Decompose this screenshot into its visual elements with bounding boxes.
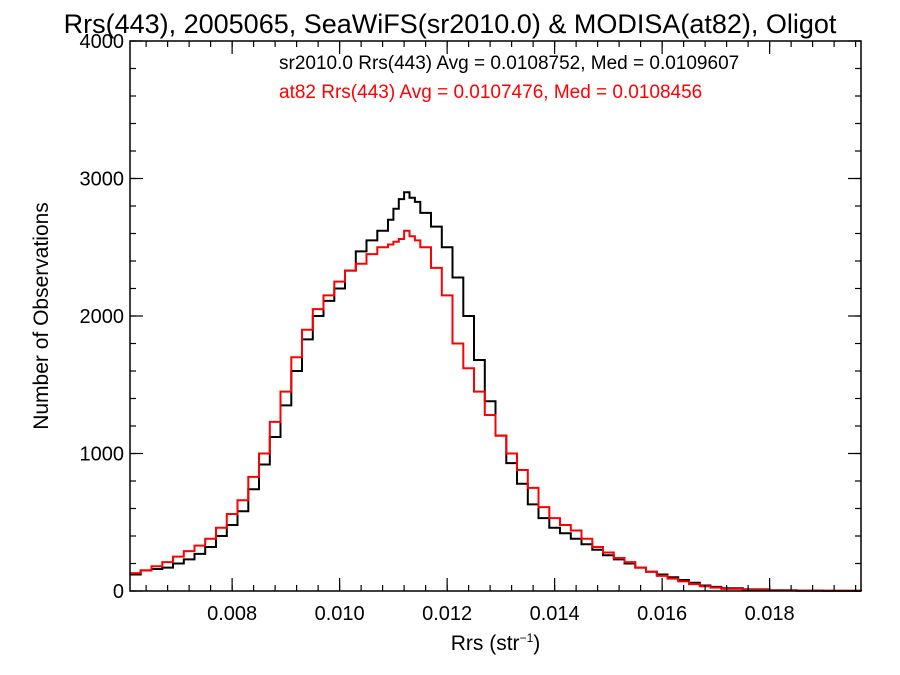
x-tick-label: 0.016	[637, 603, 687, 625]
x-axis-label-main: Rrs (str	[451, 632, 520, 655]
legend-entry-sr2010: sr2010.0 Rrs(443) Avg = 0.0108752, Med =…	[279, 53, 739, 74]
x-tick-label: 0.010	[315, 603, 365, 625]
x-tick-label: 0.008	[207, 603, 257, 625]
y-tick-label: 0	[113, 581, 124, 603]
y-tick-label: 4000	[80, 31, 125, 53]
y-tick-label: 3000	[80, 169, 125, 191]
y-tick-label: 2000	[80, 306, 125, 328]
y-axis-label: Number of Observations	[30, 202, 53, 430]
plot-frame	[129, 40, 862, 592]
chart-title: Rrs(443), 2005065, SeaWiFS(sr2010.0) & M…	[64, 9, 837, 39]
x-axis-label-suffix: )	[533, 632, 540, 655]
series-line-at82	[130, 229, 861, 592]
series-line-sr2010-0	[130, 191, 862, 592]
axis-ticks: 0.008 0.010 0.012 0.014 0.016 0.018 0 1000 2000 3…	[80, 31, 861, 625]
x-tick-label: 0.014	[530, 603, 580, 625]
x-axis-label-superscript: −1	[520, 631, 534, 645]
legend-entry-at82: at82 Rrs(443) Avg = 0.0107476, Med = 0.0…	[279, 82, 702, 103]
x-tick-label: 0.018	[745, 603, 795, 625]
y-tick-label: 1000	[80, 444, 125, 466]
x-tick-label: 0.012	[422, 603, 472, 625]
plot-area	[130, 191, 862, 592]
x-axis-label: Rrs (str−1)	[451, 631, 541, 655]
